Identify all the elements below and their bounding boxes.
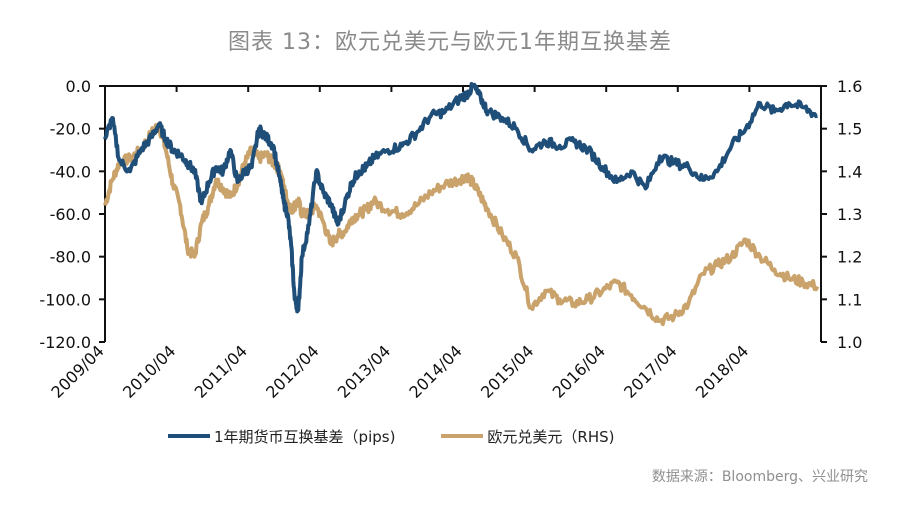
axes — [99, 85, 827, 343]
legend-item-swap-basis: 1年期货币互换基差（pips) — [168, 426, 395, 447]
swap-basis-line — [103, 82, 818, 314]
legend-label-swap-basis: 1年期货币互换基差（pips) — [214, 427, 396, 446]
x-tick-label: 2018/04 — [692, 341, 752, 401]
left-tick-label: -100.0 — [39, 290, 91, 309]
left-tick-label: -40.0 — [50, 162, 91, 181]
data-source-note: 数据来源：Bloomberg、兴业研究 — [651, 469, 868, 485]
x-tick-label: 2013/04 — [334, 341, 394, 401]
x-tick-label: 2012/04 — [262, 341, 322, 401]
right-tick-label: 1.1 — [837, 290, 862, 309]
left-tick-label: -120.0 — [39, 333, 91, 352]
plot-lines — [103, 82, 820, 327]
left-tick-label: -80.0 — [50, 248, 91, 267]
left-tick-label: 0.0 — [66, 77, 91, 96]
legend-item-eurusd: 欧元兑美元（RHS) — [441, 426, 615, 447]
chart-title: 图表 13：欧元兑美元与欧元1年期互换基差 — [228, 30, 672, 55]
legend-label-eurusd: 欧元兑美元（RHS) — [487, 427, 615, 446]
x-tick-label: 2010/04 — [119, 341, 179, 401]
right-tick-label: 1.6 — [837, 77, 862, 96]
x-tick-label: 2016/04 — [549, 341, 609, 401]
x-tick-label: 2015/04 — [477, 341, 537, 401]
right-tick-label: 1.5 — [837, 120, 862, 139]
right-tick-label: 1.4 — [837, 162, 862, 181]
legend-swatch-gold — [441, 434, 484, 438]
x-tick-label: 2014/04 — [405, 341, 465, 401]
right-tick-label: 1.0 — [837, 333, 862, 352]
right-tick-label: 1.2 — [837, 248, 862, 267]
legend-swatch-blue — [168, 434, 210, 438]
left-tick-label: -60.0 — [50, 205, 91, 224]
x-tick-label: 2017/04 — [620, 341, 680, 401]
eurusd-line — [103, 122, 820, 327]
legend: 1年期货币互换基差（pips) 欧元兑美元（RHS) — [168, 424, 661, 448]
x-tick-label: 2011/04 — [191, 341, 251, 401]
right-tick-label: 1.3 — [837, 205, 862, 224]
left-tick-label: -20.0 — [50, 120, 91, 139]
